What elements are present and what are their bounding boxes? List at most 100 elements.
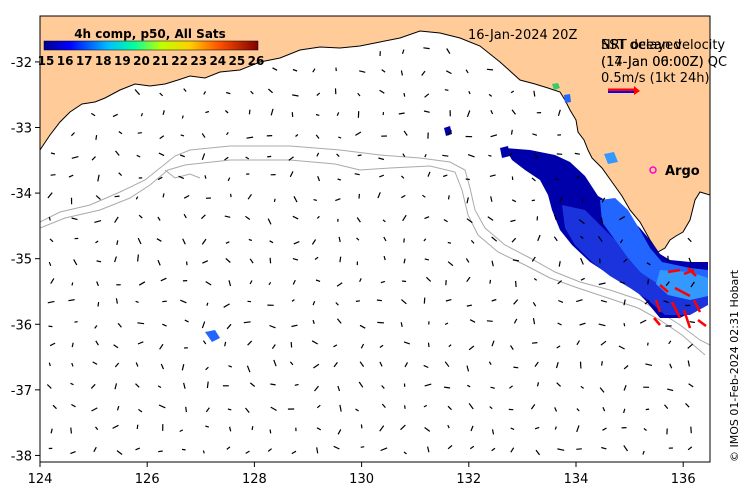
velocity-vector [52, 404, 57, 410]
velocity-vector [623, 408, 626, 414]
velocity-vector [267, 155, 272, 158]
velocity-vector [424, 154, 427, 158]
velocity-vector [246, 365, 251, 373]
velocity-vector [557, 448, 565, 451]
velocity-vector [359, 361, 365, 367]
velocity-vector [557, 109, 561, 116]
velocity-vector [623, 365, 629, 370]
velocity-vector [576, 425, 580, 433]
velocity-vector [687, 446, 693, 451]
velocity-vector [269, 257, 272, 264]
velocity-vector [230, 193, 232, 198]
velocity-vector [245, 156, 250, 160]
velocity-vector [556, 345, 561, 349]
velocity-vector [202, 260, 209, 264]
velocity-vector [227, 177, 231, 182]
velocity-vector [576, 340, 581, 346]
velocity-vector [118, 131, 123, 135]
velocity-vector [688, 383, 694, 388]
velocity-vector [403, 130, 408, 136]
velocity-vector [48, 325, 53, 328]
velocity-vector [91, 156, 96, 161]
velocity-vector [557, 322, 562, 326]
velocity-vector [381, 385, 385, 389]
velocity-vector [116, 405, 120, 411]
velocity-vector [184, 319, 189, 323]
velocity-vector [337, 429, 342, 435]
velocity-vector [424, 383, 432, 387]
colorbar-tick-label: 17 [76, 54, 93, 68]
velocity-vector [553, 236, 558, 242]
bathymetry-contour [40, 159, 706, 356]
velocity-vector [444, 89, 449, 91]
velocity-vector [466, 218, 473, 224]
velocity-vector [530, 404, 536, 410]
velocity-vector [358, 381, 364, 388]
velocity-vector [579, 322, 586, 326]
velocity-vector [289, 171, 294, 178]
legend-line1: NRT ocean velocity [601, 38, 725, 53]
velocity-vector [205, 425, 209, 428]
velocity-vector [201, 321, 206, 329]
velocity-vector [201, 153, 206, 161]
velocity-vector [469, 445, 475, 450]
velocity-vector [647, 342, 649, 346]
velocity-vector [466, 304, 472, 307]
velocity-vector [491, 298, 497, 302]
velocity-vector [576, 175, 580, 179]
velocity-vector [600, 299, 607, 303]
velocity-vector [183, 194, 190, 199]
velocity-vector [316, 427, 322, 431]
land-mass [40, 16, 710, 253]
velocity-vector [313, 199, 318, 201]
velocity-vector [201, 238, 207, 245]
velocity-vector [138, 281, 146, 286]
velocity-vector [663, 300, 669, 304]
velocity-vector [179, 154, 186, 158]
velocity-vector [400, 424, 406, 431]
velocity-vector [556, 382, 562, 387]
velocity-vector [96, 260, 102, 263]
velocity-vector [201, 133, 206, 138]
velocity-vector [690, 426, 692, 434]
velocity-vector [360, 446, 365, 448]
velocity-vector [74, 321, 78, 323]
velocity-vector [602, 406, 606, 412]
x-tick-label: 124 [28, 472, 53, 487]
colorbar-tick-label: 15 [38, 54, 55, 68]
velocity-vector [312, 300, 316, 306]
velocity-vector [488, 93, 493, 97]
velocity-vector [248, 109, 251, 115]
velocity-vector [645, 408, 650, 411]
velocity-vector [183, 382, 186, 389]
velocity-vector [466, 197, 469, 204]
velocity-vector [533, 278, 538, 281]
velocity-vector [357, 92, 361, 97]
velocity-vector [689, 321, 696, 324]
velocity-vector [576, 299, 583, 303]
velocity-vector [667, 388, 674, 392]
velocity-vector [160, 277, 167, 282]
velocity-vector [224, 156, 229, 161]
velocity-vector [312, 319, 315, 324]
velocity-vector [491, 236, 498, 242]
velocity-vector [468, 345, 475, 351]
velocity-vector [183, 88, 187, 92]
velocity-vector [664, 404, 669, 409]
velocity-vector [295, 134, 299, 137]
argo-marker [649, 166, 657, 174]
velocity-vector [293, 196, 298, 203]
velocity-vector [421, 70, 426, 76]
velocity-vector [360, 343, 365, 349]
velocity-vector [70, 451, 76, 455]
velocity-vector [623, 258, 628, 263]
velocity-vector [112, 113, 118, 118]
velocity-vector [205, 407, 210, 413]
velocity-vector [355, 131, 362, 136]
velocity-vector [356, 217, 361, 223]
velocity-vector [335, 198, 341, 202]
velocity-vector [668, 340, 672, 345]
velocity-vector [533, 90, 536, 97]
velocity-vector [312, 68, 316, 73]
velocity-vector [644, 300, 650, 305]
